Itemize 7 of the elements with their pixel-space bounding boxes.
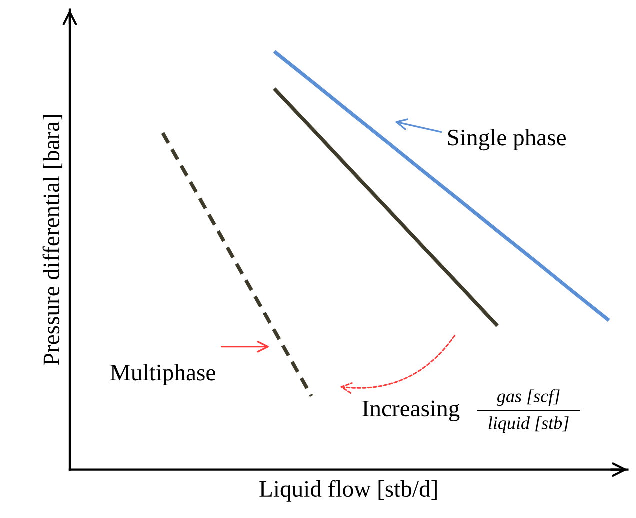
annotation: Single phase [448,129,566,151]
annotation: Increasing [362,400,460,422]
annotation: liquid [stb] [488,416,569,434]
y-axis-title: Pressure differential [bara] [42,115,63,366]
annotation: Multiphase [110,364,216,386]
annotation: gas [scf] [496,390,560,406]
x-axis-title: Liquid flow [stb/d] [260,480,437,502]
